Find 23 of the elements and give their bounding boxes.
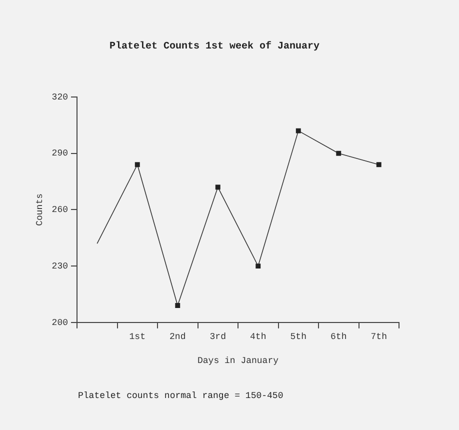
x-tick-label: 7th bbox=[370, 332, 387, 342]
point bbox=[256, 264, 261, 269]
y-tick-label: 320 bbox=[52, 92, 68, 102]
x-tick-label: 1st bbox=[129, 332, 146, 342]
point bbox=[296, 128, 301, 134]
point bbox=[134, 162, 140, 168]
y-tick-label: 260 bbox=[52, 205, 68, 216]
point bbox=[175, 303, 180, 308]
x-tick-label: 5th bbox=[290, 332, 306, 342]
text: Platelet counts normal range = 150-450 bbox=[78, 391, 284, 401]
y-tick-label: 200 bbox=[52, 318, 68, 328]
y-tick-label: 230 bbox=[52, 261, 68, 272]
chart-title: Platelet Counts 1st week of January bbox=[109, 40, 320, 53]
point bbox=[376, 162, 382, 168]
x-tick-label: 6th bbox=[330, 332, 347, 342]
x-axis-title: Days in January bbox=[197, 356, 280, 366]
point bbox=[336, 150, 342, 156]
y-axis-title: Counts bbox=[34, 193, 45, 226]
x-tick-label: 4th bbox=[250, 332, 266, 342]
x-tick-label: 2nd bbox=[170, 332, 186, 342]
y-tick-label: 290 bbox=[52, 148, 68, 159]
x-tick-label: 3rd bbox=[210, 332, 226, 342]
point bbox=[215, 184, 220, 190]
